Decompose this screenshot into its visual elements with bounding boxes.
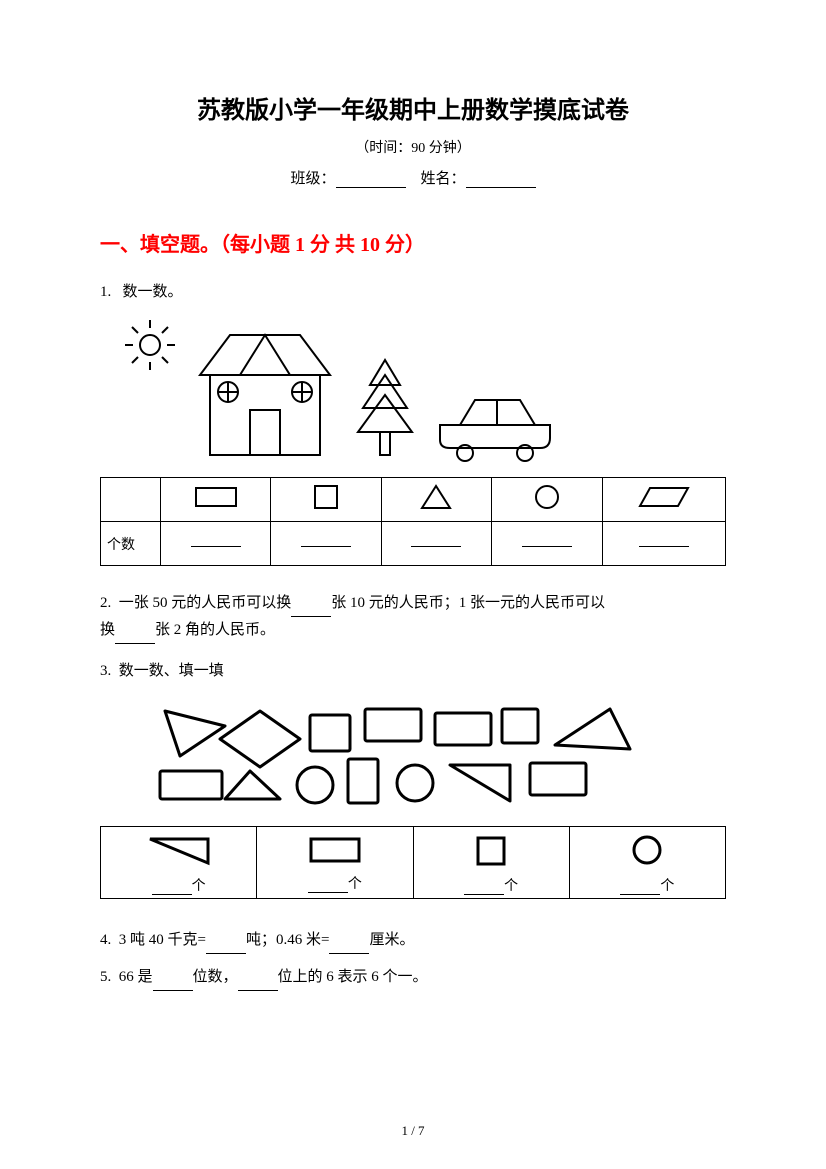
q1-count-3[interactable] xyxy=(381,522,491,566)
exam-subtitle: （时间：90 分钟） xyxy=(100,137,726,157)
q3-cell-square: 个 xyxy=(413,827,569,899)
page-number: 1 / 7 xyxy=(0,1123,826,1139)
q2-num: 2. xyxy=(100,595,111,611)
q3-blank-1[interactable] xyxy=(152,881,192,895)
q4-num: 4. xyxy=(100,932,111,948)
q3-num: 3. xyxy=(100,663,111,679)
q4-tb: 吨；0.46 米= xyxy=(246,932,329,948)
q1-count-5[interactable] xyxy=(602,522,725,566)
q3-cell-triangle: 个 xyxy=(101,827,257,899)
name-label: 姓名： xyxy=(421,171,466,187)
question-2: 2. 一张 50 元的人民币可以换张 10 元的人民币；1 张一元的人民币可以 … xyxy=(100,590,726,644)
q1-count-1[interactable] xyxy=(161,522,271,566)
q3-blank-2[interactable] xyxy=(308,879,348,893)
question-1: 1. 数一数。 xyxy=(100,279,726,306)
q5-tc: 位上的 6 表示 6 个一。 xyxy=(278,969,428,985)
q3-shapes-image xyxy=(130,701,650,811)
q2-td: 张 2 角的人民币。 xyxy=(155,622,275,638)
q1-shape-rectangle xyxy=(161,478,271,522)
q1-scene-image xyxy=(120,320,600,470)
q3-suffix-3: 个 xyxy=(504,879,518,894)
q1-shape-parallelogram xyxy=(602,478,725,522)
question-5: 5. 66 是 位数， 位上的 6 表示 6 个一。 xyxy=(100,964,726,991)
q3-blank-4[interactable] xyxy=(620,881,660,895)
q3-text: 数一数、填一填 xyxy=(119,663,224,679)
q1-text: 数一数。 xyxy=(123,284,183,300)
question-4: 4. 3 吨 40 千克= 吨；0.46 米= 厘米。 xyxy=(100,927,726,954)
q4-blank-1[interactable] xyxy=(206,939,246,954)
student-info-line: 班级： 姓名： xyxy=(100,167,726,188)
q1-count-label: 个数 xyxy=(101,522,161,566)
name-blank[interactable] xyxy=(466,173,536,188)
q2-ta: 一张 50 元的人民币可以换 xyxy=(119,595,292,611)
q2-blank-2[interactable] xyxy=(115,629,155,644)
section-1-header: 一、填空题。（每小题 1 分 共 10 分） xyxy=(100,228,726,257)
q5-tb: 位数， xyxy=(193,969,238,985)
q3-cell-rectangle: 个 xyxy=(257,827,413,899)
q1-table-empty xyxy=(101,478,161,522)
q1-shape-triangle xyxy=(381,478,491,522)
q3-cell-circle: 个 xyxy=(569,827,725,899)
q3-suffix-2: 个 xyxy=(348,877,362,892)
question-3: 3. 数一数、填一填 xyxy=(100,658,726,685)
q5-num: 5. xyxy=(100,969,111,985)
q5-ta: 66 是 xyxy=(119,969,153,985)
q5-blank-1[interactable] xyxy=(153,976,193,991)
q2-blank-1[interactable] xyxy=(291,602,331,617)
q3-blank-3[interactable] xyxy=(464,881,504,895)
q2-tc: 换 xyxy=(100,622,115,638)
q4-ta: 3 吨 40 千克= xyxy=(119,932,206,948)
q1-shape-square xyxy=(271,478,381,522)
q1-shape-table: 个数 xyxy=(100,477,726,566)
q1-num: 1. xyxy=(100,284,111,300)
q1-count-4[interactable] xyxy=(492,522,602,566)
q4-blank-2[interactable] xyxy=(329,939,369,954)
q5-blank-2[interactable] xyxy=(238,976,278,991)
q1-shape-circle xyxy=(492,478,602,522)
class-label: 班级： xyxy=(290,171,335,187)
exam-title: 苏教版小学一年级期中上册数学摸底试卷 xyxy=(100,90,726,125)
q3-count-table: 个 个 个 个 xyxy=(100,826,726,899)
q4-tc: 厘米。 xyxy=(369,932,414,948)
class-blank[interactable] xyxy=(336,173,406,188)
q2-tb: 张 10 元的人民币；1 张一元的人民币可以 xyxy=(331,595,605,611)
q3-suffix-1: 个 xyxy=(192,879,206,894)
q1-count-2[interactable] xyxy=(271,522,381,566)
q3-suffix-4: 个 xyxy=(660,879,674,894)
